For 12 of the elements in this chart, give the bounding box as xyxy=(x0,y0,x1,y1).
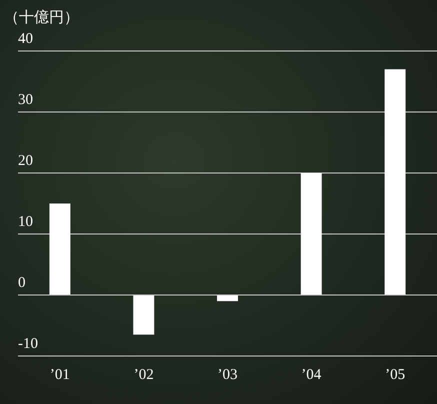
y-tick-label: 40 xyxy=(18,30,33,47)
y-tick-label: 20 xyxy=(18,152,33,169)
y-tick-label: -10 xyxy=(18,336,38,352)
x-tick-label: ’05 xyxy=(385,366,406,383)
x-tick-label: ’01 xyxy=(50,366,70,383)
x-tick-label: ’02 xyxy=(134,366,154,383)
x-tick-label: ’03 xyxy=(218,366,238,383)
y-axis-title: （十億円） xyxy=(4,8,79,27)
y-tick-label: 30 xyxy=(18,92,33,108)
x-tick-label: ’04 xyxy=(301,366,322,383)
y-tick-label: 0 xyxy=(18,274,26,291)
y-tick-label: 10 xyxy=(18,214,33,230)
